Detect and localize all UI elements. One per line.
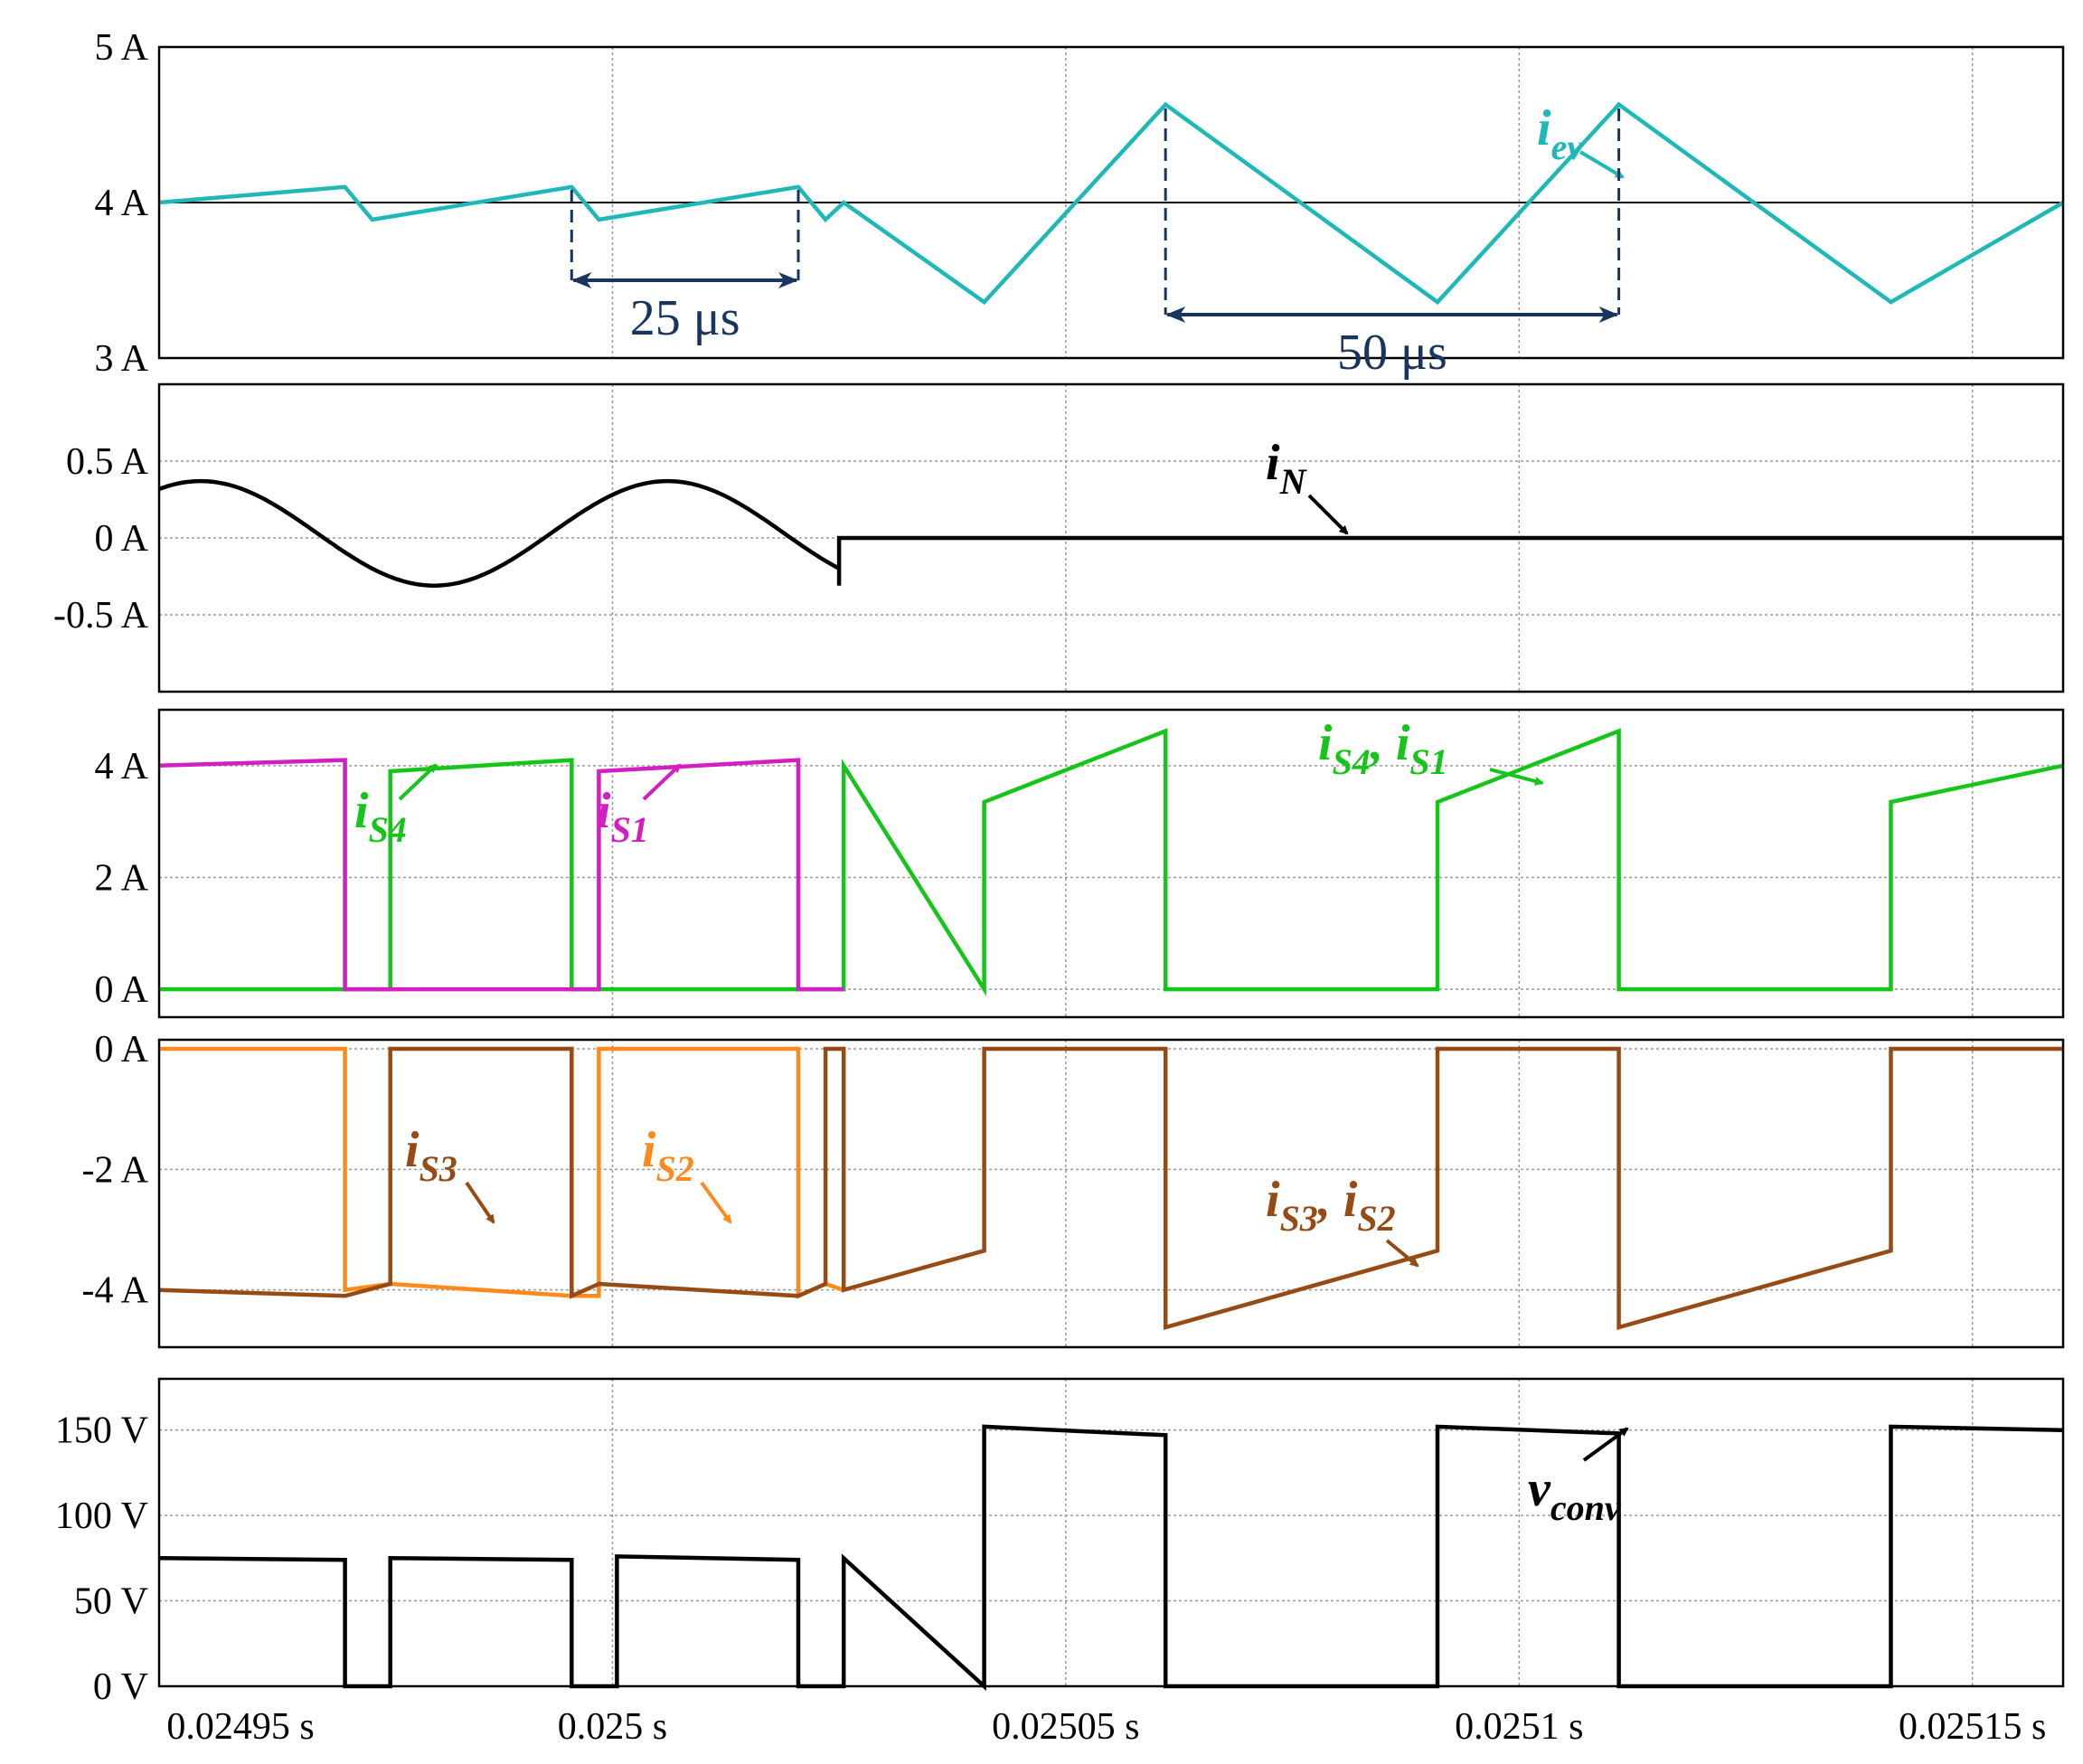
label-base: i: [1343, 1172, 1358, 1228]
series-label-text: iev: [1537, 100, 1584, 167]
label-base: i: [1396, 715, 1410, 771]
series-label-text: iS1: [597, 783, 649, 850]
series-label: iS2: [642, 1122, 732, 1224]
label-subscript: S1: [1409, 741, 1447, 782]
label-separator: ,: [1369, 715, 1396, 771]
label-subscript: S1: [611, 809, 649, 850]
series-label: iev: [1537, 100, 1625, 179]
y-tick-label: 0 V: [93, 1666, 148, 1708]
label-separator: ,: [1316, 1172, 1343, 1228]
panel-frame: [157, 1038, 2065, 1349]
y-tick-label: 100 V: [55, 1495, 148, 1537]
panel-v-conv: 150 V 100 V 50 V 0 V vconv 0.02495 s 0.025 s 0.…: [55, 1377, 2065, 1748]
series-line: [158, 1046, 2063, 1330]
y-tick-label: -4 A: [82, 1270, 149, 1312]
dimension-annotation: 50 μs: [1164, 108, 1621, 381]
label-arrow: [465, 1181, 495, 1224]
label-arrow: [398, 763, 438, 801]
label-arrow: [1385, 1239, 1419, 1268]
series-label: iS1: [597, 763, 682, 850]
series-label-text: iS2: [642, 1122, 694, 1189]
label-arrow: [1579, 150, 1625, 179]
label-base: i: [405, 1122, 419, 1178]
series-label: iS4, iS1: [1318, 715, 1544, 786]
label-arrow: [1582, 1427, 1629, 1462]
panel-frame: [157, 1377, 2065, 1688]
series-label-text: iS3, iS2: [1266, 1172, 1396, 1239]
dimension-annotation: 25 μs: [570, 190, 800, 346]
x-tick-label: 0.025 s: [558, 1706, 667, 1748]
panel-frame: [157, 708, 2065, 1019]
label-subscript: S3: [419, 1148, 457, 1189]
y-tick-label: 0.5 A: [66, 441, 149, 483]
series-label-text: iS3: [405, 1122, 457, 1189]
y-tick-label: 5 A: [94, 27, 148, 69]
series-line: [158, 101, 2065, 306]
label-base: i: [597, 783, 611, 839]
label-arrow: [1489, 768, 1544, 786]
y-tick-label: -2 A: [82, 1149, 149, 1191]
panel-frame: [157, 382, 2065, 693]
series-line: [158, 1424, 2064, 1692]
label-subscript: N: [1279, 461, 1308, 502]
y-tick-label: 4 A: [94, 183, 148, 224]
x-tick-label: 0.02495 s: [166, 1706, 314, 1748]
y-tick-label: 0 A: [94, 518, 148, 560]
label-base: i: [1318, 715, 1333, 771]
dimension-label: 50 μs: [1337, 325, 1447, 381]
label-base: i: [1537, 100, 1551, 156]
label-base: i: [1266, 1172, 1280, 1228]
series-label-text: iN: [1266, 435, 1308, 502]
series-label: iS4: [354, 763, 438, 850]
x-tick-label: 0.0251 s: [1455, 1706, 1583, 1748]
series-label: iS3: [405, 1122, 495, 1224]
dimension-label: 25 μs: [630, 290, 740, 346]
label-base: i: [354, 783, 369, 839]
y-tick-label: 50 V: [74, 1581, 148, 1623]
x-tick-label: 0.02505 s: [992, 1706, 1139, 1748]
y-tick-label: 150 V: [55, 1410, 148, 1452]
y-tick-label: 2 A: [94, 857, 148, 899]
series-line: [159, 1046, 844, 1299]
panel-frame: [157, 45, 2065, 360]
label-arrow: [642, 763, 682, 801]
label-base: i: [1266, 435, 1280, 491]
series-label-text: iS4, iS1: [1318, 715, 1448, 782]
series-line: [159, 728, 2064, 996]
y-tick-label: 3 A: [94, 338, 148, 380]
series-line: [158, 758, 844, 992]
series-line: [158, 478, 2063, 588]
label-subscript: conv: [1550, 1487, 1622, 1528]
panel-i-ev: 3 A 4 A 5 A iev 25 μs 50 μs: [94, 27, 2065, 381]
label-subscript: S2: [1357, 1198, 1395, 1239]
series-label-text: iS4: [354, 783, 407, 850]
label-subscript: S3: [1280, 1198, 1318, 1239]
series-label-text: vconv: [1528, 1461, 1622, 1528]
label-base: v: [1528, 1461, 1551, 1517]
label-arrow: [700, 1181, 732, 1224]
panel-i-N: 0.5 A 0 A -0.5 A iN: [53, 382, 2065, 693]
x-tick-label: 0.02515 s: [1899, 1706, 2046, 1748]
label-subscript: S2: [656, 1148, 694, 1189]
label-subscript: S4: [1333, 741, 1371, 782]
y-tick-label: 0 A: [94, 969, 148, 1011]
label-subscript: ev: [1551, 127, 1585, 167]
y-tick-label: 0 A: [94, 1029, 148, 1071]
series-label: iN: [1266, 435, 1349, 535]
y-tick-label: 4 A: [94, 746, 148, 788]
series-label: vconv: [1528, 1427, 1629, 1528]
label-arrow: [1307, 494, 1349, 535]
series-label: iS3, iS2: [1266, 1172, 1419, 1268]
y-tick-label: -0.5 A: [53, 595, 149, 637]
label-subscript: S4: [369, 809, 407, 850]
label-base: i: [642, 1122, 656, 1178]
